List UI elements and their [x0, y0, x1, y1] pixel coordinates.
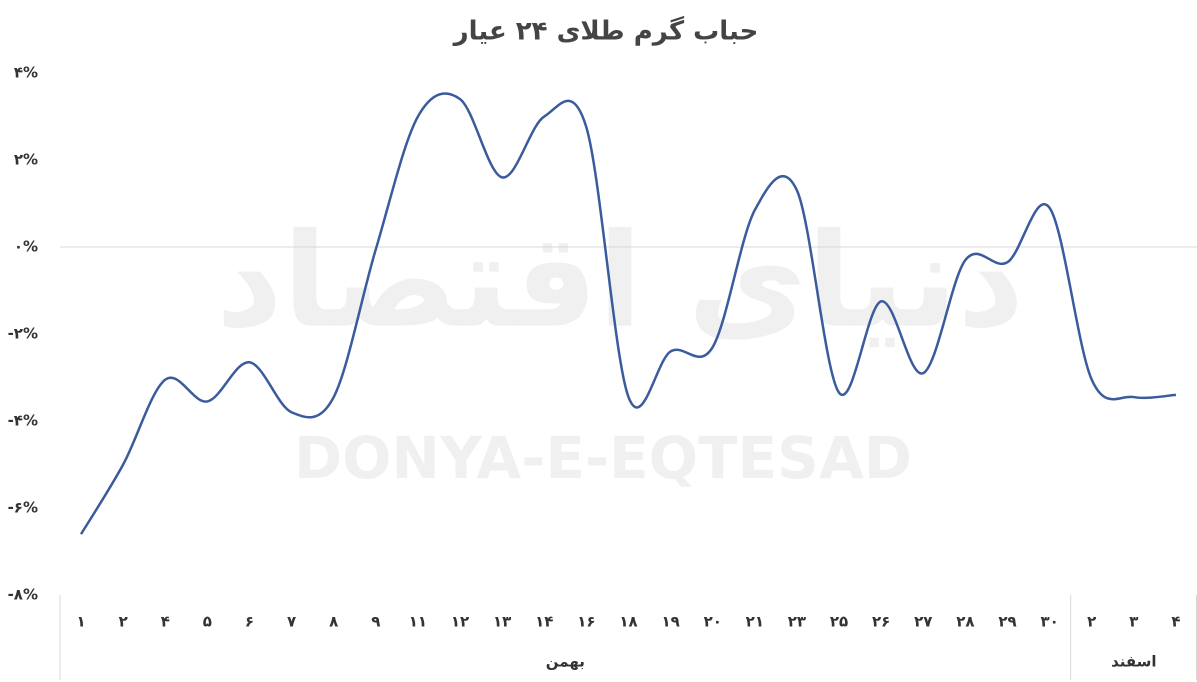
x-tick-label: ۱ [76, 613, 85, 631]
x-tick-label: ۷ [287, 613, 296, 631]
watermark: دنیای اقتصاد [216, 205, 1024, 357]
chart-title: حباب گرم طلای ۲۴ عیار [452, 16, 759, 47]
line [79, 92, 1177, 535]
x-tick-label: ۱۱ [409, 613, 427, 631]
group-label: بهمن [546, 653, 585, 671]
x-tick-label: ۱۶ [577, 613, 595, 631]
y-tick-label: -۸% [8, 586, 38, 604]
x-tick-label: ۵ [203, 613, 212, 631]
x-tick-label: ۴ [1171, 613, 1180, 631]
x-tick-label: ۲۵ [830, 613, 848, 631]
watermark: DONYA-E-EQTESAD [294, 424, 912, 492]
x-tick-label: ۱۹ [661, 613, 679, 631]
y-tick-label: -۶% [8, 499, 38, 517]
x-tick-label: ۲۸ [956, 613, 974, 631]
y-tick-label: -۲% [8, 325, 38, 343]
x-tick-label: ۴ [161, 613, 170, 631]
x-tick-label: ۱۴ [535, 613, 553, 631]
x-tick-label: ۲۷ [914, 613, 932, 631]
x-tick-label: ۲۹ [998, 613, 1016, 631]
x-tick-label: ۱۸ [619, 613, 637, 631]
x-tick-label: ۲ [1087, 613, 1096, 631]
y-tick-label: ۴% [14, 64, 38, 82]
x-tick-label: ۲۰ [704, 613, 722, 631]
x-tick-label: ۲۱ [746, 613, 764, 631]
x-tick-label: ۲ [119, 613, 128, 631]
x-tick-label: ۹ [371, 613, 380, 631]
y-tick-label: ۰% [14, 238, 38, 256]
x-tick-label: ۲۶ [872, 613, 890, 631]
x-tick-label: ۶ [245, 613, 254, 631]
y-tick-label: -۴% [8, 412, 38, 430]
x-tick-label: ۳۰ [1040, 613, 1058, 631]
x-tick-label: ۲۳ [788, 613, 806, 631]
x-tick-label: ۳ [1129, 613, 1138, 631]
group-label: اسفند [1111, 653, 1156, 671]
x-tick-label: ۱۳ [493, 613, 511, 631]
y-tick-label: ۲% [14, 151, 38, 169]
x-tick-label: ۸ [329, 613, 338, 631]
x-tick-label: ۱۲ [451, 613, 469, 631]
